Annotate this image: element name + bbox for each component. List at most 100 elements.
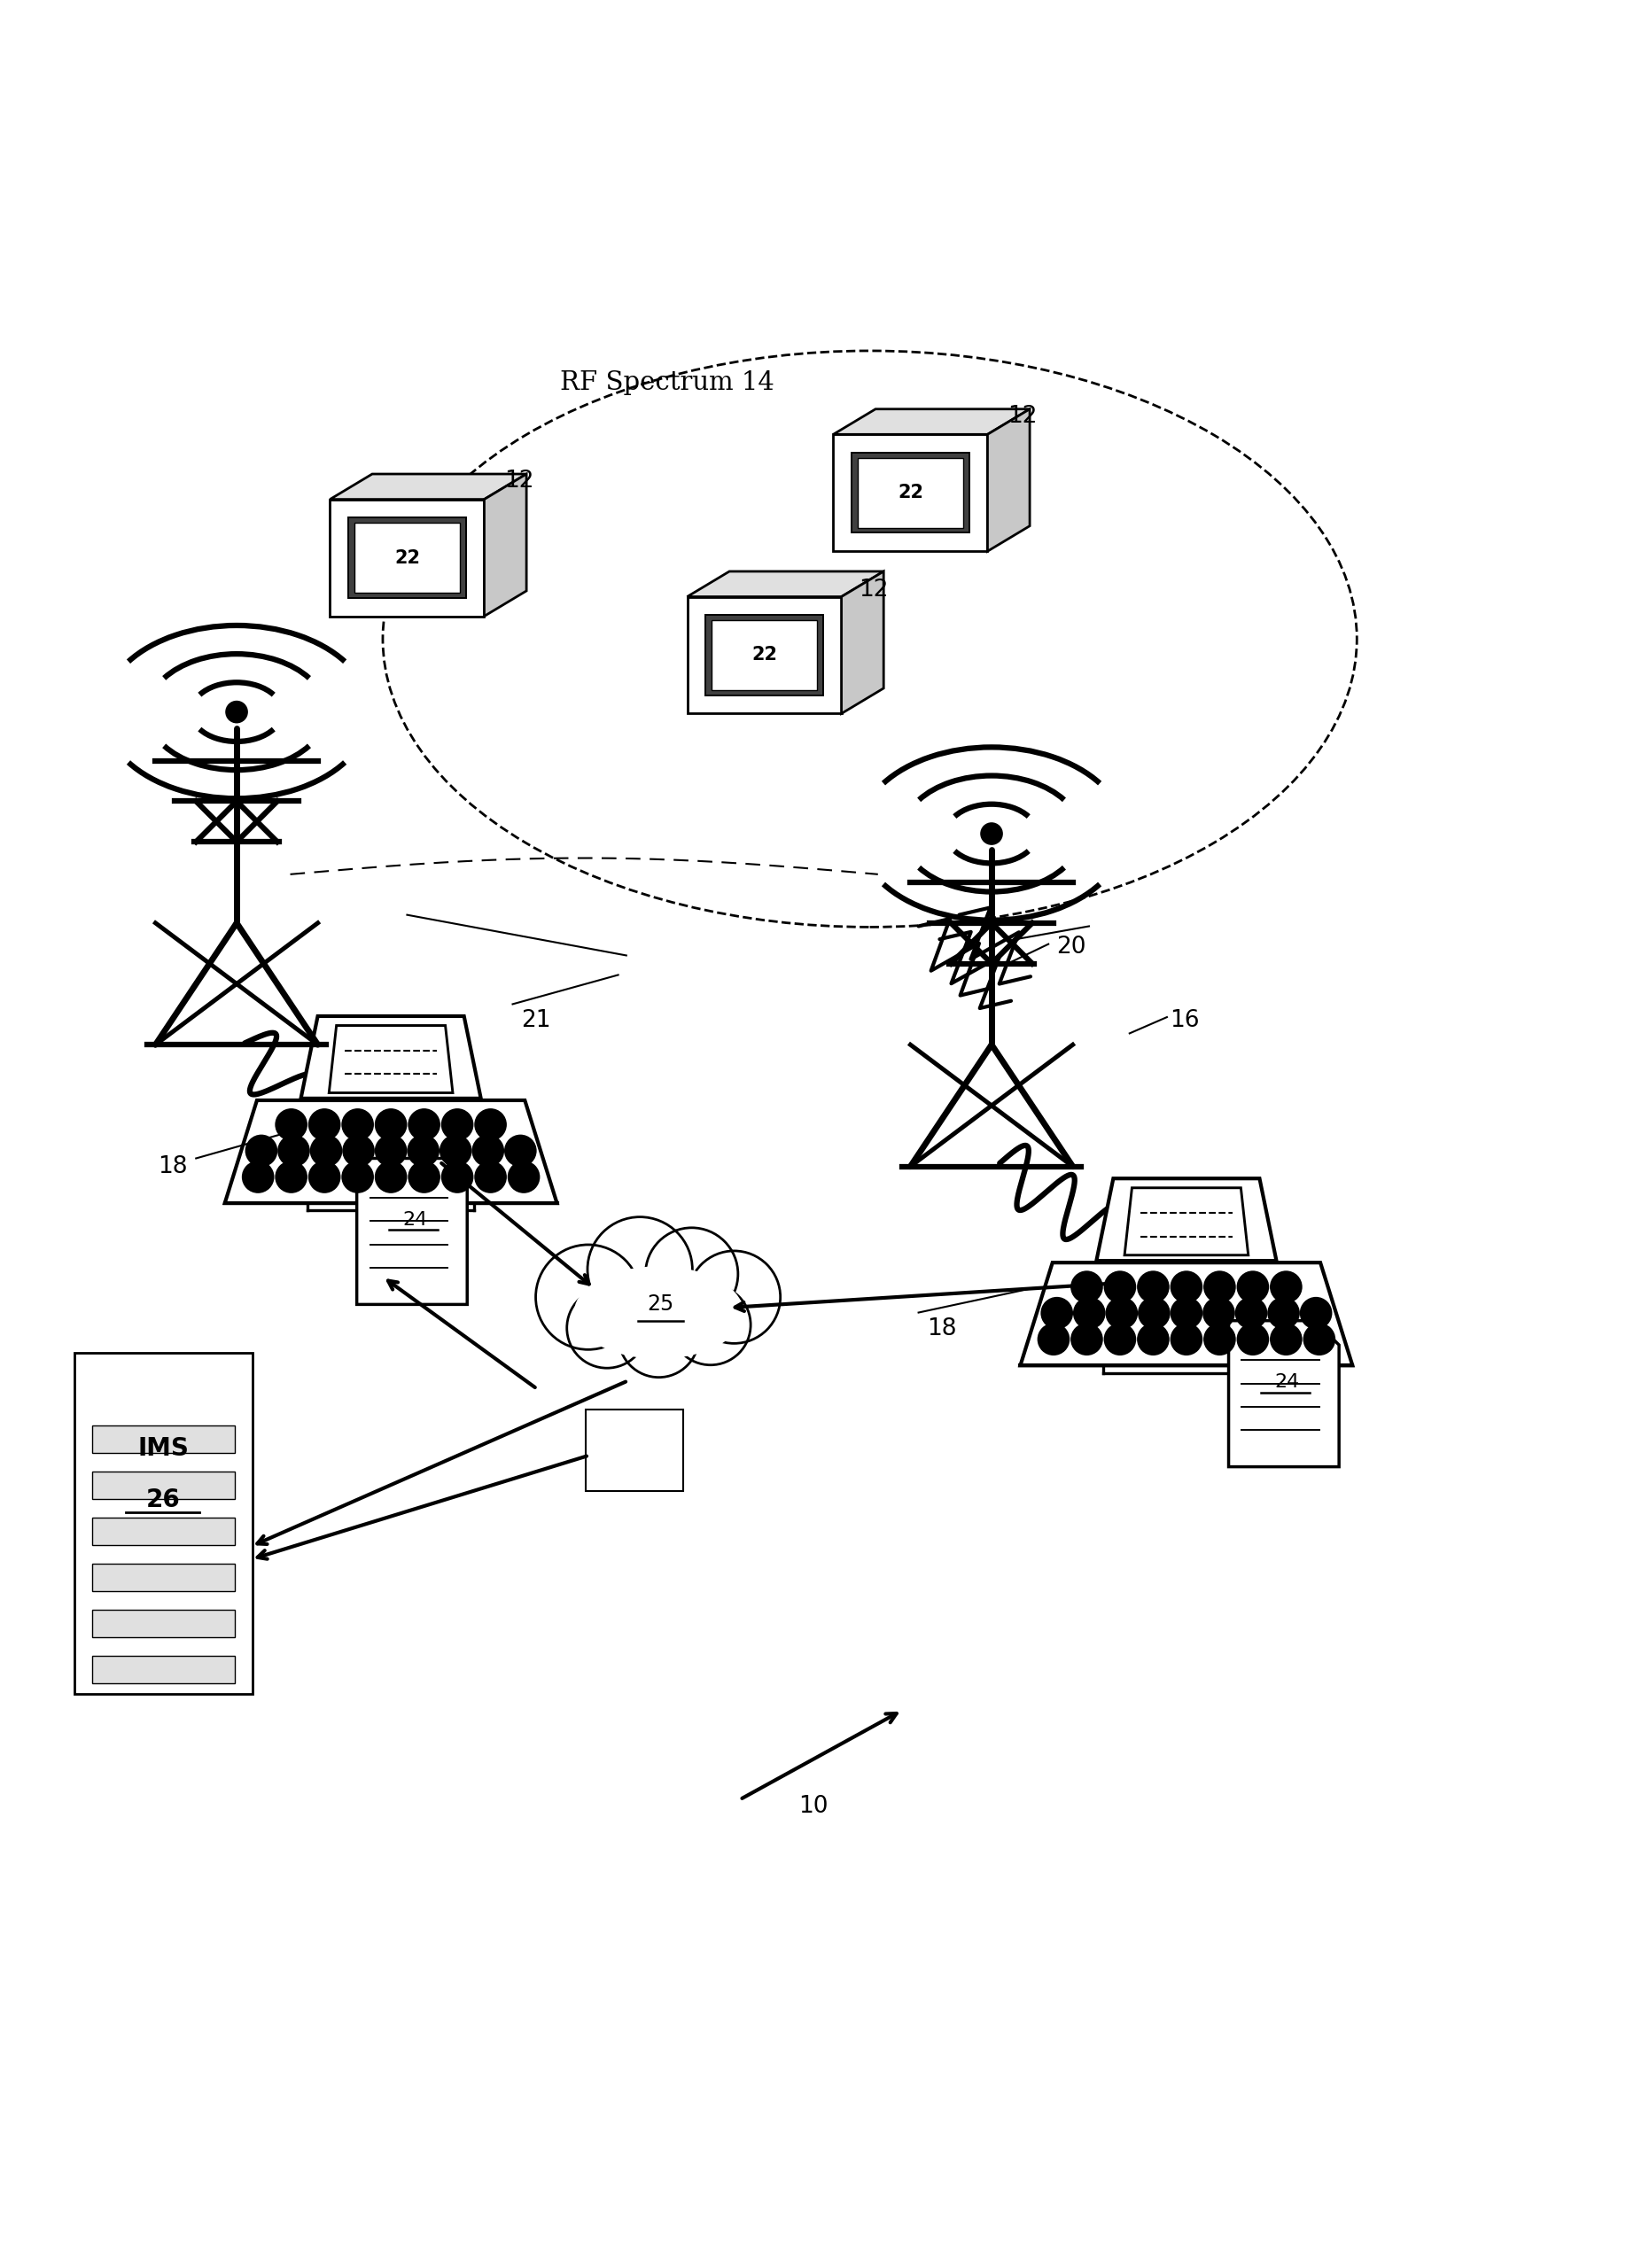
Polygon shape bbox=[859, 458, 963, 528]
Circle shape bbox=[1104, 1270, 1137, 1304]
Circle shape bbox=[535, 1245, 641, 1349]
Circle shape bbox=[587, 1218, 693, 1322]
Circle shape bbox=[311, 1134, 343, 1168]
Circle shape bbox=[1137, 1270, 1169, 1304]
Text: 22: 22 bbox=[898, 483, 924, 501]
Text: 18: 18 bbox=[927, 1318, 956, 1340]
Polygon shape bbox=[354, 522, 460, 592]
Circle shape bbox=[1138, 1297, 1171, 1329]
Polygon shape bbox=[841, 572, 883, 714]
FancyBboxPatch shape bbox=[93, 1565, 236, 1592]
Text: 12: 12 bbox=[1008, 406, 1037, 429]
FancyBboxPatch shape bbox=[93, 1610, 236, 1637]
Text: 18: 18 bbox=[158, 1154, 189, 1177]
Polygon shape bbox=[585, 1411, 683, 1490]
Circle shape bbox=[275, 1109, 307, 1141]
FancyBboxPatch shape bbox=[93, 1427, 236, 1454]
Circle shape bbox=[278, 1134, 311, 1168]
Circle shape bbox=[374, 1109, 406, 1141]
Text: 25: 25 bbox=[647, 1293, 673, 1315]
Polygon shape bbox=[1021, 1263, 1353, 1365]
Text: 16: 16 bbox=[1171, 1009, 1200, 1032]
Polygon shape bbox=[833, 435, 987, 551]
FancyBboxPatch shape bbox=[93, 1517, 236, 1545]
Text: 10: 10 bbox=[798, 1794, 828, 1817]
Polygon shape bbox=[1229, 1320, 1340, 1467]
Circle shape bbox=[1171, 1297, 1203, 1329]
Circle shape bbox=[374, 1134, 406, 1168]
Circle shape bbox=[1267, 1297, 1299, 1329]
Circle shape bbox=[618, 1297, 699, 1377]
Circle shape bbox=[1302, 1322, 1335, 1356]
Text: 24: 24 bbox=[403, 1211, 428, 1229]
Circle shape bbox=[567, 1288, 647, 1368]
Circle shape bbox=[374, 1161, 406, 1193]
Circle shape bbox=[408, 1161, 441, 1193]
Text: 21: 21 bbox=[520, 1009, 551, 1032]
Circle shape bbox=[1106, 1297, 1138, 1329]
Circle shape bbox=[1299, 1297, 1332, 1329]
Circle shape bbox=[688, 1252, 780, 1343]
Circle shape bbox=[504, 1134, 537, 1168]
Circle shape bbox=[246, 1134, 278, 1168]
Circle shape bbox=[242, 1161, 275, 1193]
Circle shape bbox=[441, 1161, 473, 1193]
Circle shape bbox=[439, 1134, 472, 1168]
Circle shape bbox=[1270, 1322, 1302, 1356]
Text: 12: 12 bbox=[504, 469, 535, 492]
Circle shape bbox=[1237, 1270, 1268, 1304]
Circle shape bbox=[309, 1161, 341, 1193]
FancyBboxPatch shape bbox=[75, 1354, 254, 1694]
Circle shape bbox=[1236, 1297, 1267, 1329]
Circle shape bbox=[507, 1161, 540, 1193]
Text: 22: 22 bbox=[751, 646, 777, 665]
Circle shape bbox=[472, 1134, 504, 1168]
Polygon shape bbox=[833, 408, 1029, 435]
Circle shape bbox=[341, 1161, 374, 1193]
Circle shape bbox=[1171, 1270, 1203, 1304]
Text: IMS: IMS bbox=[138, 1436, 189, 1461]
Circle shape bbox=[1237, 1322, 1268, 1356]
Text: 20: 20 bbox=[1057, 937, 1086, 959]
Text: 24: 24 bbox=[1275, 1372, 1299, 1390]
Circle shape bbox=[309, 1109, 341, 1141]
Text: RF Spectrum 14: RF Spectrum 14 bbox=[559, 370, 774, 395]
Text: 26: 26 bbox=[146, 1488, 180, 1513]
Polygon shape bbox=[330, 474, 527, 499]
Circle shape bbox=[341, 1134, 374, 1168]
Polygon shape bbox=[348, 517, 467, 599]
FancyBboxPatch shape bbox=[93, 1472, 236, 1499]
Polygon shape bbox=[574, 1266, 743, 1359]
Circle shape bbox=[1104, 1322, 1137, 1356]
Circle shape bbox=[1070, 1322, 1102, 1356]
Circle shape bbox=[1037, 1322, 1070, 1356]
Circle shape bbox=[406, 1134, 439, 1168]
Circle shape bbox=[1203, 1297, 1236, 1329]
Polygon shape bbox=[328, 1025, 452, 1093]
Circle shape bbox=[441, 1109, 473, 1141]
Circle shape bbox=[408, 1109, 441, 1141]
Polygon shape bbox=[1125, 1188, 1249, 1254]
Circle shape bbox=[1203, 1322, 1236, 1356]
Circle shape bbox=[1073, 1297, 1106, 1329]
Circle shape bbox=[475, 1161, 507, 1193]
Circle shape bbox=[646, 1227, 738, 1320]
Circle shape bbox=[1171, 1322, 1203, 1356]
Polygon shape bbox=[852, 454, 969, 533]
Polygon shape bbox=[224, 1100, 558, 1202]
FancyBboxPatch shape bbox=[93, 1656, 236, 1683]
Circle shape bbox=[1041, 1297, 1073, 1329]
Circle shape bbox=[1203, 1270, 1236, 1304]
Polygon shape bbox=[688, 572, 883, 596]
Circle shape bbox=[980, 823, 1003, 846]
Circle shape bbox=[1137, 1322, 1169, 1356]
Circle shape bbox=[1070, 1270, 1102, 1304]
Polygon shape bbox=[356, 1159, 467, 1304]
Polygon shape bbox=[330, 499, 485, 617]
Circle shape bbox=[226, 701, 249, 723]
Text: 22: 22 bbox=[393, 549, 420, 567]
Circle shape bbox=[475, 1109, 507, 1141]
Polygon shape bbox=[712, 619, 816, 689]
Circle shape bbox=[341, 1109, 374, 1141]
Polygon shape bbox=[485, 474, 527, 617]
